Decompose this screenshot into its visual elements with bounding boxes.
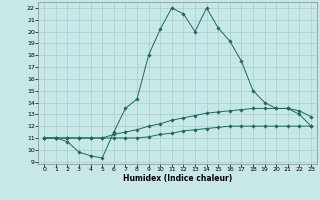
X-axis label: Humidex (Indice chaleur): Humidex (Indice chaleur) — [123, 174, 232, 183]
